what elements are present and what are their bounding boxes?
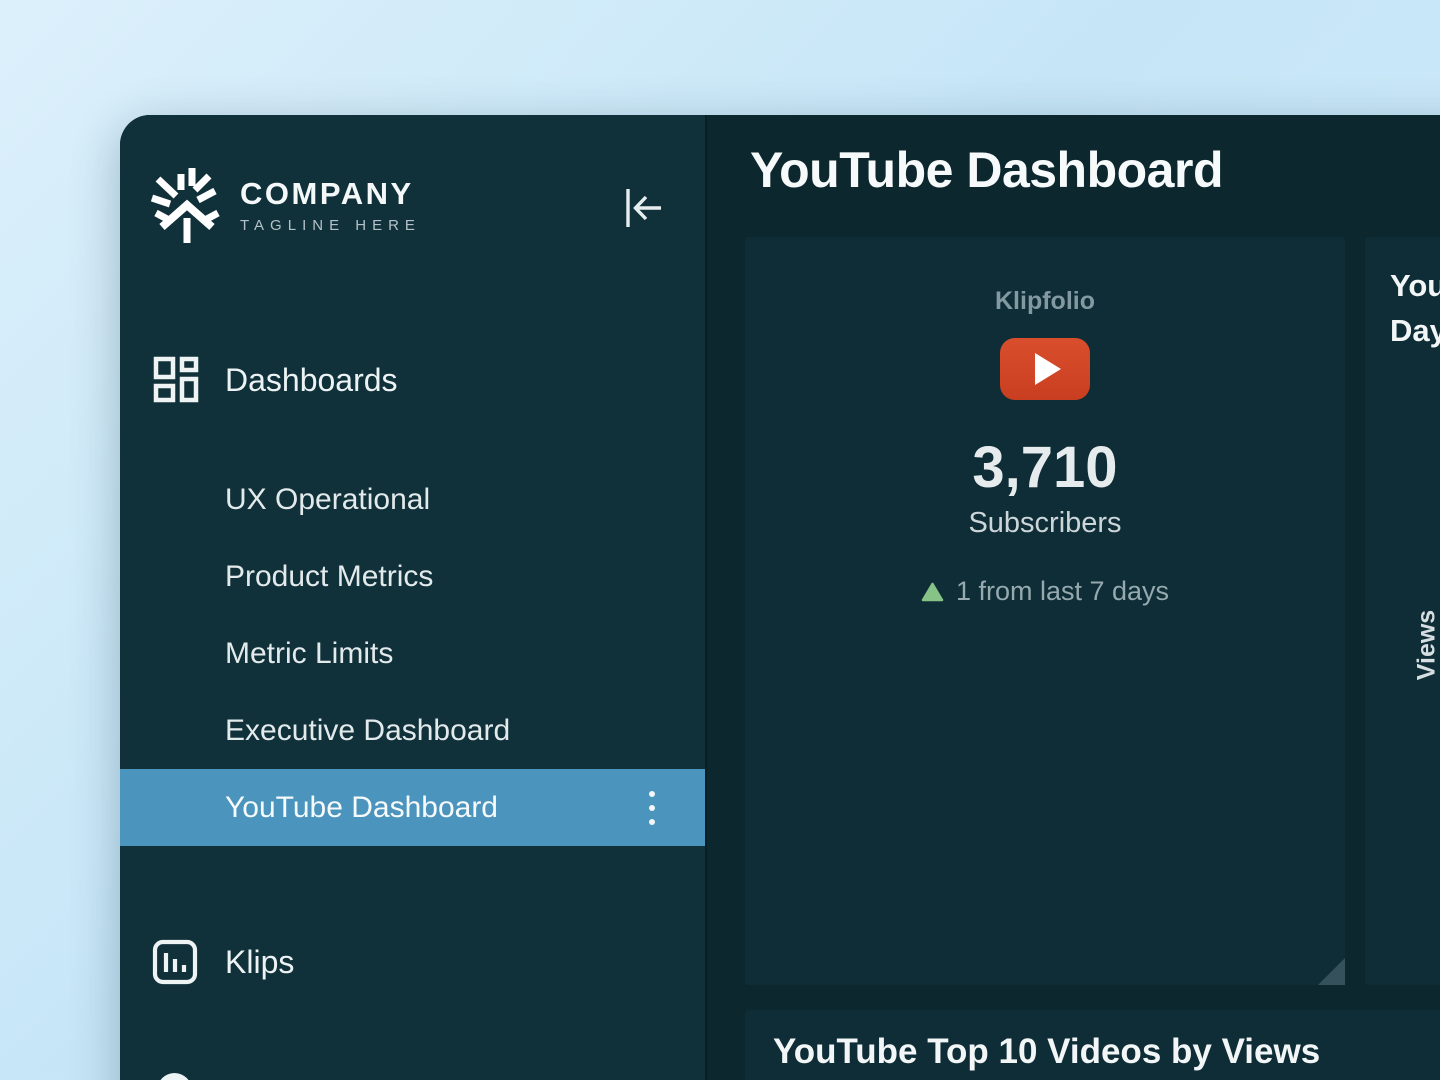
views-card-title: You Day [1365,237,1440,353]
sidebar-item-label: Dashboards [225,361,398,398]
sidebar: COMPANY TAGLINE HERE [120,115,707,1080]
subscribers-value: 3,710 [972,435,1118,500]
profile-avatar-icon[interactable] [157,1073,192,1080]
starburst-logo-icon [150,168,220,243]
page-title: YouTube Dashboard [750,142,1224,198]
youtube-play-icon[interactable] [1000,338,1090,400]
card-source-label: Klipfolio [995,287,1095,315]
subscribers-label: Subscribers [968,507,1122,539]
bar-chart-icon [152,939,198,985]
dashboard-grid-icon [153,356,199,403]
delta-text: 1 from last 7 days [955,576,1170,606]
delta-row: 1 from last 7 days [745,576,1345,607]
sidebar-item-youtube-dashboard-selected[interactable]: YouTube Dashboard [120,769,705,846]
views-y-axis-label: Views [1412,609,1440,681]
sidebar-item-klips[interactable]: Klips [120,937,705,987]
brand-name: COMPANY [240,176,414,211]
sidebar-item-ux-operational[interactable]: UX Operational [225,482,431,516]
brand-text: COMPANY TAGLINE HERE [240,176,421,234]
views-card-title-line2: Day [1390,313,1440,348]
sidebar-item-dashboards[interactable]: Dashboards [120,353,705,407]
sidebar-item-metric-limits[interactable]: Metric Limits [225,636,394,670]
collapse-sidebar-button[interactable] [616,181,670,235]
subscribers-card: Klipfolio 3,710 Subscribers 1 from last … [745,237,1345,985]
sidebar-item-label: Klips [225,943,295,980]
resize-corner-handle[interactable] [1318,958,1345,985]
play-triangle-icon [1035,353,1061,385]
main-content: YouTube Dashboard Klipfolio 3,710 Subscr… [707,115,1440,1080]
brand-logo: COMPANY TAGLINE HERE [150,163,421,247]
top-videos-card: YouTube Top 10 Videos by Views [745,1010,1440,1080]
app-window: COMPANY TAGLINE HERE [120,115,1440,1080]
selected-item-label: YouTube Dashboard [225,790,498,824]
sidebar-item-product-metrics[interactable]: Product Metrics [225,559,434,593]
brand-tagline: TAGLINE HERE [240,217,421,234]
top-videos-title: YouTube Top 10 Videos by Views [773,1032,1321,1071]
views-chart-card: You Day Views [1365,237,1440,985]
sidebar-item-executive-dashboard[interactable]: Executive Dashboard [225,713,511,747]
triangle-up-icon [921,582,944,601]
kebab-menu-icon[interactable] [632,769,672,846]
views-card-title-line1: You [1390,268,1440,303]
dashboards-sub-list: UX Operational Product Metrics Metric Li… [120,461,705,846]
collapse-sidebar-icon [626,189,661,227]
